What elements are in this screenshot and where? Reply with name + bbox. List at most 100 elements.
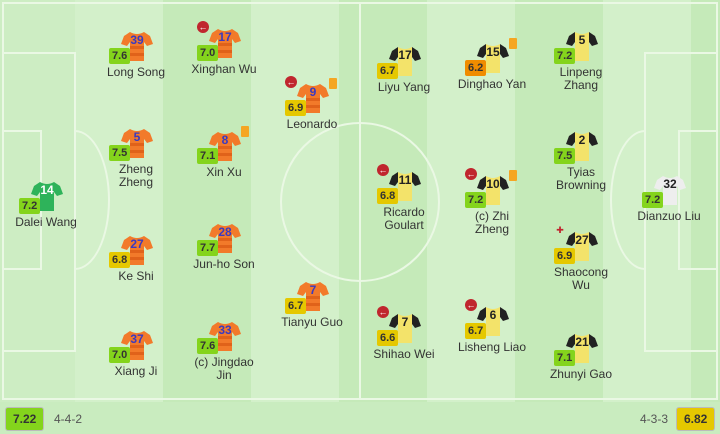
shirt-number: 39 xyxy=(130,33,144,47)
yellow-card-icon xyxy=(509,38,517,49)
yellow-card-icon xyxy=(241,126,249,137)
player-rating: 6.6 xyxy=(377,330,399,346)
shirt-number: 7 xyxy=(309,283,317,297)
player-name: Ke Shi xyxy=(118,269,154,283)
player-name: Jun-ho Son xyxy=(193,257,255,271)
jersey-icon xyxy=(654,176,686,205)
shirt-number: 5 xyxy=(133,130,141,144)
shirt-number: 2 xyxy=(578,133,586,147)
player-name: Lisheng Liao xyxy=(457,340,527,354)
player-rating: 6.7 xyxy=(377,63,399,79)
shirt-number: 11 xyxy=(398,173,412,187)
jersey-icon xyxy=(566,334,598,363)
player-rating: 7.1 xyxy=(554,350,576,366)
player-rating: 7.6 xyxy=(197,338,219,354)
shirt-number: 27 xyxy=(130,237,144,251)
substitution-out-icon: ← xyxy=(465,168,477,180)
player-name: Xin Xu xyxy=(206,165,242,179)
shirt-number: 28 xyxy=(218,225,232,239)
player-name: Long Song xyxy=(106,65,166,79)
player-rating: 6.7 xyxy=(285,298,307,314)
player-rating: 6.7 xyxy=(465,323,487,339)
player-rating: 6.9 xyxy=(554,248,576,264)
jersey-icon xyxy=(566,132,598,161)
jersey-icon xyxy=(389,314,421,343)
shirt-number: 9 xyxy=(309,85,317,99)
jersey-icon xyxy=(209,29,241,58)
jersey-icon xyxy=(31,182,63,211)
home-formation: 4-4-2 xyxy=(54,412,83,426)
jersey-icon xyxy=(477,44,509,73)
away-team-rating: 6.82 xyxy=(676,407,716,431)
jersey-icon xyxy=(209,132,241,161)
injury-icon: ✚ xyxy=(556,225,564,235)
jersey-icon xyxy=(297,84,329,113)
jersey-icon xyxy=(477,176,509,205)
jersey-icon xyxy=(121,331,153,360)
player-name: Zheng Zheng xyxy=(118,162,154,189)
away-goal-area xyxy=(678,130,718,270)
player-rating: 7.6 xyxy=(109,48,131,64)
jersey-icon xyxy=(209,322,241,351)
pitch xyxy=(0,0,720,402)
player-rating: 6.9 xyxy=(285,100,307,116)
player-name: Liyu Yang xyxy=(377,80,431,94)
shirt-number: 17 xyxy=(218,30,232,44)
shirt-number: 21 xyxy=(575,335,589,349)
player-rating: 7.7 xyxy=(197,240,219,256)
shirt-number: 6 xyxy=(489,308,497,322)
jersey-icon xyxy=(389,172,421,201)
player-rating: 6.2 xyxy=(465,60,487,76)
bottom-bar: 7.22 4-4-2 4-3-3 6.82 xyxy=(0,402,720,434)
player-name: Leonardo xyxy=(286,117,338,131)
shirt-number: 27 xyxy=(575,233,589,247)
jersey-icon xyxy=(121,236,153,265)
player-rating: 7.5 xyxy=(109,145,131,161)
shirt-number: 32 xyxy=(663,177,677,191)
substitution-out-icon: ← xyxy=(377,164,389,176)
shirt-number: 14 xyxy=(40,183,54,197)
player-rating: 7.0 xyxy=(197,45,219,61)
shirt-number: 10 xyxy=(486,177,500,191)
shirt-number: 33 xyxy=(218,323,232,337)
player-rating: 7.2 xyxy=(19,198,41,214)
substitution-out-icon: ← xyxy=(197,21,209,33)
center-circle xyxy=(280,122,440,282)
jersey-icon xyxy=(121,32,153,61)
player-name: Dianzuo Liu xyxy=(637,209,701,223)
pitch-stripe xyxy=(691,0,720,402)
player-name: (c) Zhi Zheng xyxy=(474,209,510,236)
player-rating: 7.0 xyxy=(109,347,131,363)
player-rating: 7.2 xyxy=(554,48,576,64)
player-name: Dinghao Yan xyxy=(457,77,527,91)
yellow-card-icon xyxy=(509,170,517,181)
player-rating: 6.8 xyxy=(377,188,399,204)
jersey-icon xyxy=(389,47,421,76)
jersey-icon xyxy=(566,232,598,261)
player-name: Shaocong Wu xyxy=(553,265,609,292)
player-name: Shihao Wei xyxy=(373,347,435,361)
shirt-number: 17 xyxy=(398,48,412,62)
shirt-number: 37 xyxy=(130,332,144,346)
home-team-rating: 7.22 xyxy=(5,407,45,431)
shirt-number: 7 xyxy=(401,315,409,329)
player-name: Tianyu Guo xyxy=(281,315,343,329)
jersey-icon xyxy=(121,129,153,158)
player-rating: 6.8 xyxy=(109,252,131,268)
substitution-out-icon: ← xyxy=(465,299,477,311)
jersey-icon xyxy=(477,307,509,336)
player-name: Linpeng Zhang xyxy=(559,65,603,92)
player-rating: 7.2 xyxy=(465,192,487,208)
player-name: Xinghan Wu xyxy=(191,62,257,76)
shirt-number: 5 xyxy=(578,33,586,47)
player-name: Xiang Ji xyxy=(114,364,158,378)
player-rating: 7.1 xyxy=(197,148,219,164)
shirt-number: 15 xyxy=(486,45,500,59)
substitution-out-icon: ← xyxy=(285,76,297,88)
player-name: (c) Jingdao Jin xyxy=(194,355,254,382)
player-rating: 7.5 xyxy=(554,148,576,164)
player-rating: 7.2 xyxy=(642,192,664,208)
substitution-out-icon: ← xyxy=(377,306,389,318)
player-name: Zhunyi Gao xyxy=(549,367,613,381)
jersey-icon xyxy=(209,224,241,253)
